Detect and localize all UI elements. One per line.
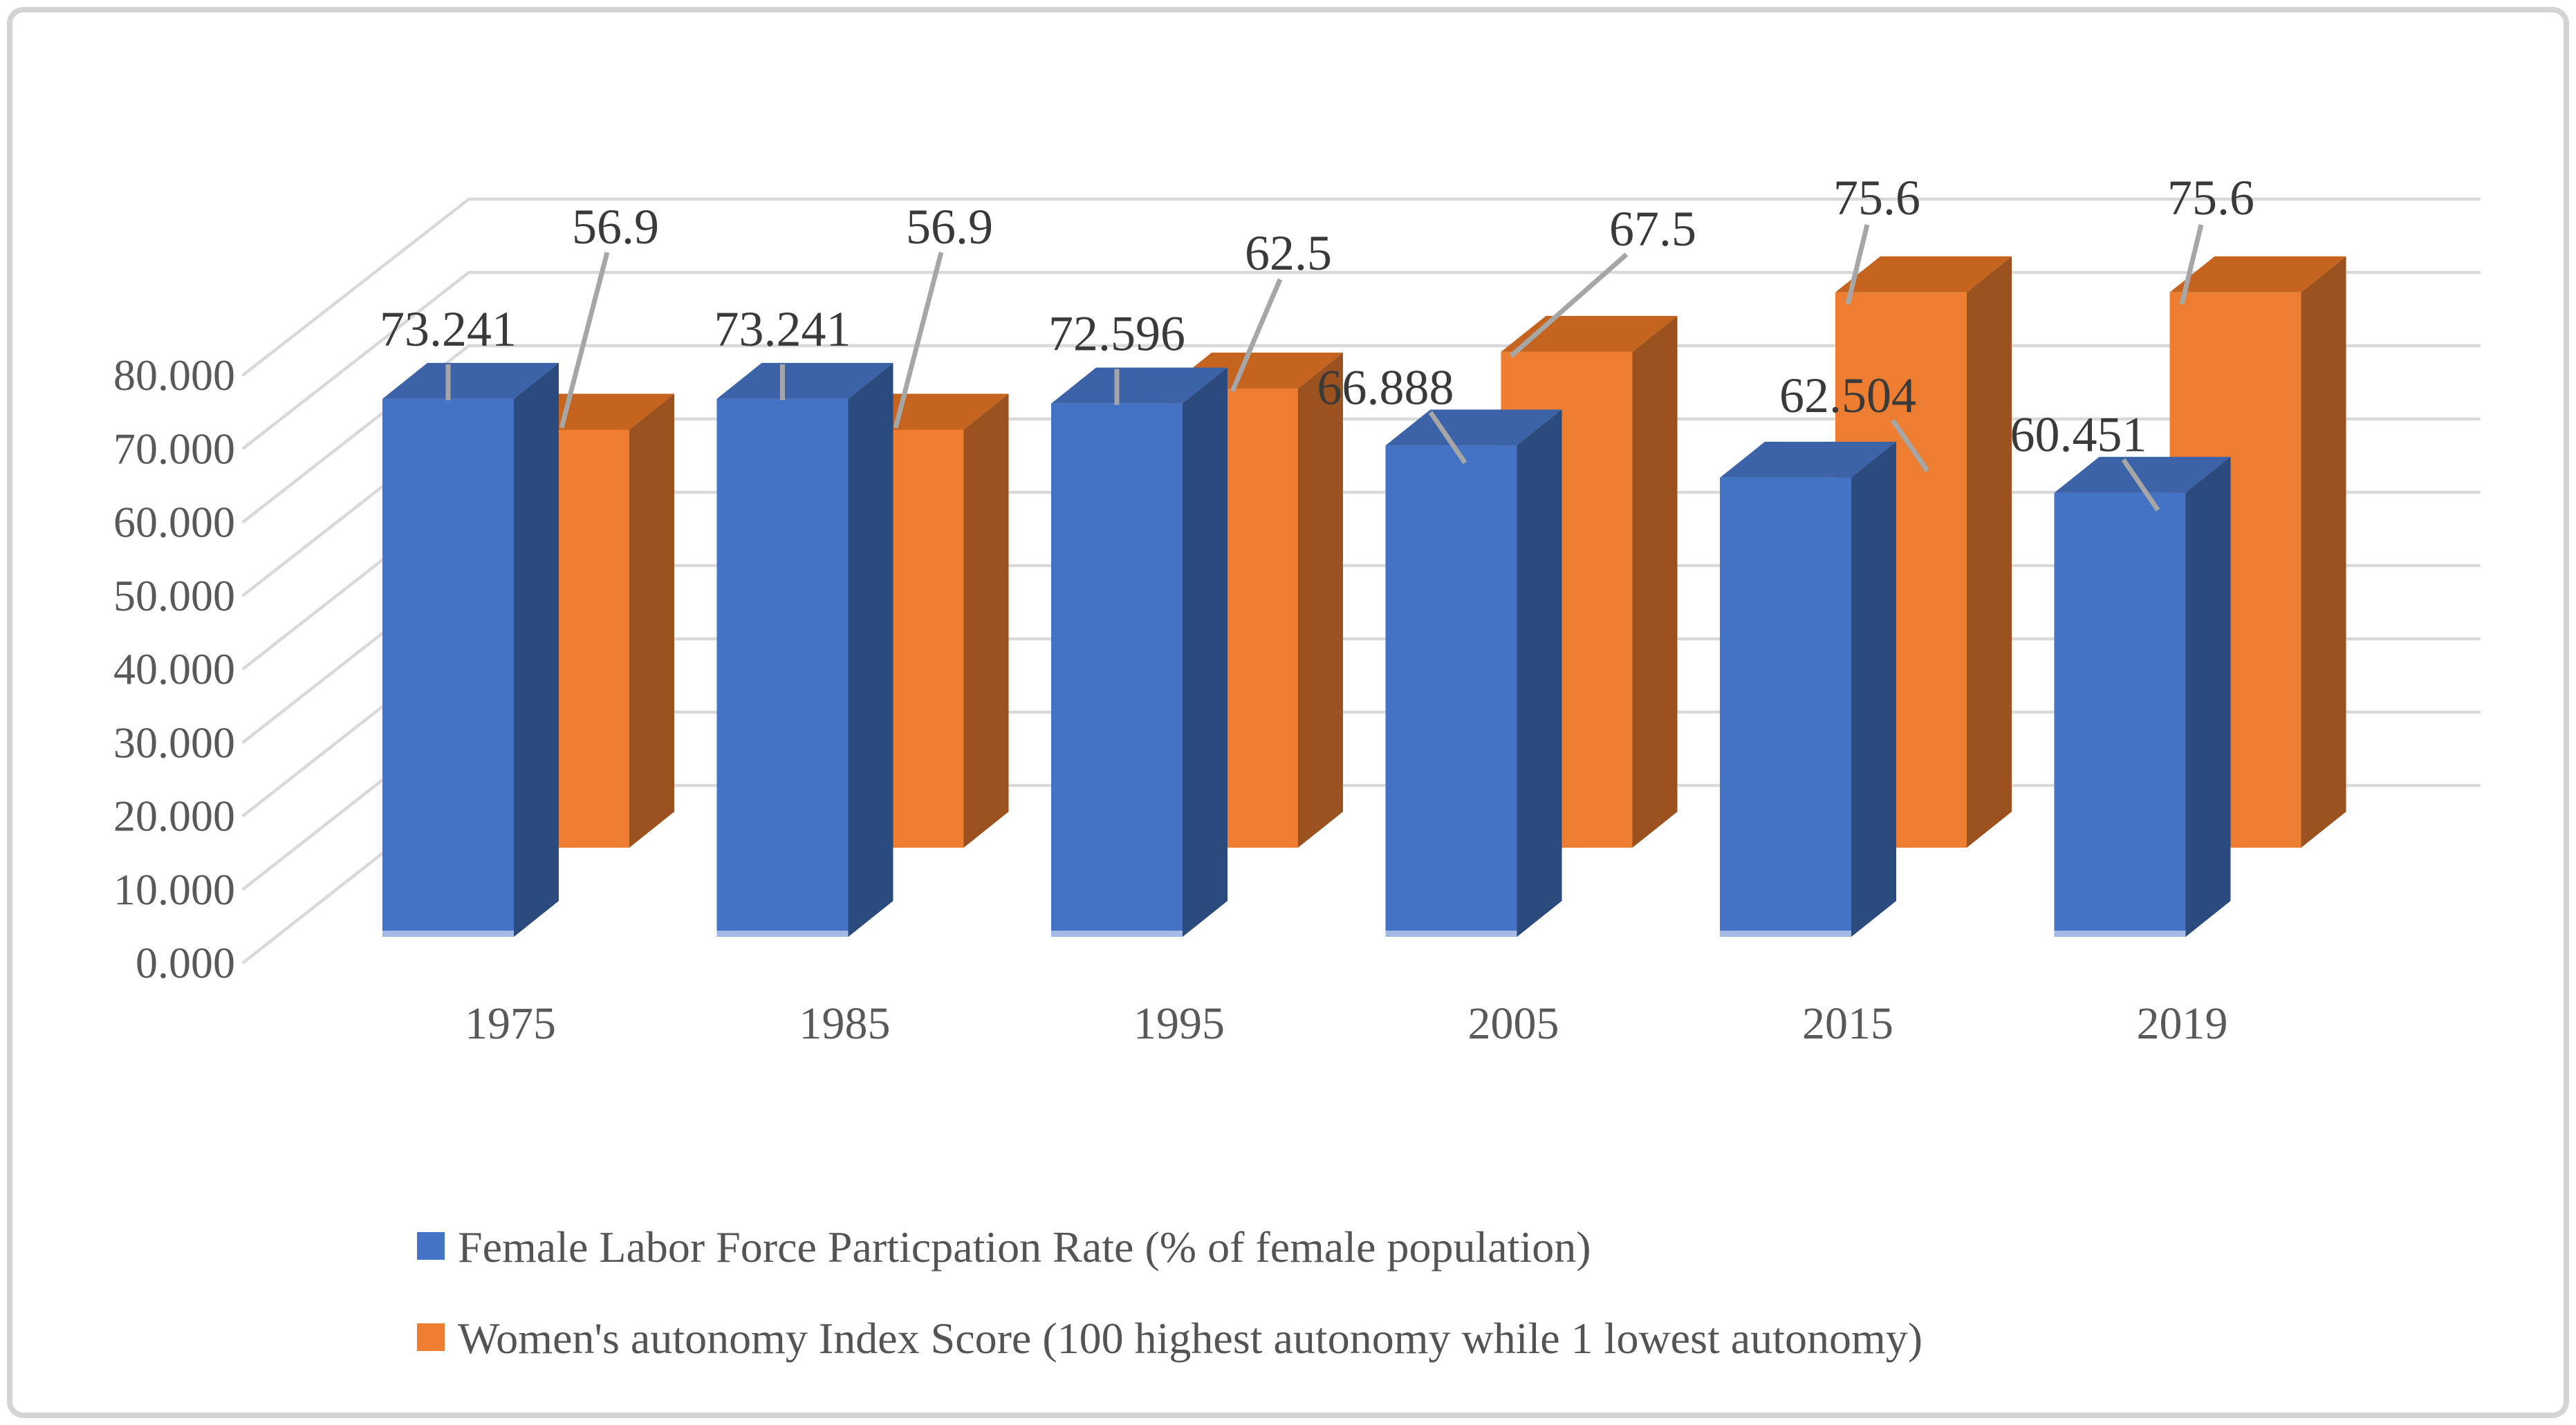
data-label-leader-orange [1845, 224, 1870, 305]
legend-swatch-series1 [417, 1232, 445, 1260]
data-label-leader-orange [1509, 252, 1629, 358]
x-axis-tick-label: 1995 [1133, 998, 1225, 1049]
data-label-blue: 73.241 [380, 301, 517, 357]
y-axis-tick-label: 70.000 [113, 424, 235, 473]
data-label-orange: 56.9 [572, 199, 659, 254]
bar-laborforce-2019-base-edge [2054, 931, 2186, 937]
y-axis-tick-label: 60.000 [113, 498, 235, 547]
data-label-blue: 62.504 [1779, 368, 1916, 423]
legend-label-series1: Female Labor Force Particpation Rate (% … [458, 1222, 1591, 1272]
data-label-leader-orange [559, 252, 610, 429]
bar-autonomy-2005-side-face [1632, 315, 1678, 848]
bar-laborforce-2005-top-face [1385, 409, 1562, 446]
bar-laborforce-2015-base-edge [1720, 931, 1851, 937]
data-label-blue: 60.451 [2010, 407, 2147, 463]
y-axis-tick-label: 40.000 [113, 644, 235, 693]
data-label-blue: 72.596 [1048, 306, 1185, 362]
legend-swatch-series2 [417, 1323, 445, 1351]
y-axis-tick-label: 10.000 [113, 865, 235, 914]
bar-laborforce-1985-front-face [716, 398, 849, 937]
bar-laborforce-2019-top-face [2054, 456, 2231, 493]
data-label-blue: 73.241 [714, 301, 851, 357]
data-label-blue: 66.888 [1317, 360, 1454, 415]
bar-laborforce-1975-base-edge [382, 931, 514, 937]
data-label-orange: 62.5 [1245, 225, 1332, 281]
y-axis-tick-label: 30.000 [113, 718, 235, 767]
data-labels-group: 73.241 56.9 73.241 56.9 72.596 62.5 66.888 67.5… [380, 170, 2254, 463]
gridline-diagonal [241, 197, 471, 377]
bar-laborforce-2015-top-face [1720, 441, 1896, 478]
bar-laborforce-1995-side-face [1183, 367, 1227, 937]
x-axis-tick-label: 2015 [1802, 998, 1893, 1049]
bar-laborforce-2015-front-face [1720, 477, 1851, 937]
data-label-orange: 75.6 [2167, 170, 2254, 225]
y-axis-group: 0.000 10.000 20.000 30.000 40.000 50.000 60.00… [113, 351, 235, 987]
bar-laborforce-2019-front-face [2054, 492, 2186, 937]
y-axis-tick-label: 0.000 [136, 938, 235, 987]
data-label-leader-orange [893, 252, 944, 429]
bar-autonomy-2015-side-face [1967, 256, 2012, 848]
bar-laborforce-1985-top-face [716, 362, 893, 399]
y-axis-tick-label: 50.000 [113, 571, 235, 620]
bar-autonomy-1985-side-face [963, 393, 1009, 848]
x-axis-tick-label: 2019 [2137, 998, 2228, 1049]
bar-laborforce-1995-top-face [1051, 367, 1227, 404]
bar-laborforce-2005-front-face [1385, 445, 1517, 937]
bar-autonomy-1975-side-face [629, 393, 674, 848]
x-axis-group: 1975 1985 1995 2005 2015 2019 [465, 998, 2228, 1049]
bar-laborforce-2005-base-edge [1385, 931, 1517, 937]
bar-laborforce-2005-side-face [1517, 409, 1562, 937]
bar-laborforce-2015-side-face [1851, 441, 1896, 937]
bar-laborforce-1985-base-edge [716, 931, 849, 937]
bar-autonomy-2015-top-face [1835, 256, 2012, 292]
data-label-orange: 75.6 [1833, 170, 1920, 225]
bar-laborforce-1985-side-face [848, 362, 893, 937]
x-axis-tick-label: 1985 [799, 998, 891, 1049]
x-axis-tick-label: 2005 [1468, 998, 1559, 1049]
bars-group [382, 256, 2346, 937]
data-label-leader-orange [1230, 278, 1283, 393]
leader-lines-group [445, 224, 2204, 512]
data-label-orange: 67.5 [1609, 201, 1696, 257]
gridline-diagonal [241, 270, 471, 450]
bar-autonomy-2019-top-face [2169, 256, 2346, 292]
data-label-orange: 56.9 [906, 199, 993, 254]
data-label-leader-blue [2121, 458, 2160, 512]
bar-autonomy-2019-side-face [2301, 256, 2346, 848]
bar-laborforce-1975-side-face [514, 362, 559, 937]
bar-autonomy-1995-side-face [1298, 352, 1343, 848]
y-axis-tick-label: 80.000 [113, 351, 235, 400]
bar-laborforce-2019-side-face [2185, 456, 2231, 937]
bar-laborforce-1995-base-edge [1051, 931, 1183, 937]
y-axis-tick-label: 20.000 [113, 792, 235, 841]
data-label-leader-blue [1891, 418, 1929, 472]
bar-laborforce-1995-front-face [1051, 403, 1183, 937]
legend-label-series2: Women's autonomy Index Score (100 highes… [458, 1314, 1922, 1363]
bar-laborforce-1975-front-face [382, 398, 514, 937]
data-label-leader-blue [1428, 411, 1467, 465]
data-label-leader-orange [2179, 224, 2204, 305]
legend-group: Female Labor Force Particpation Rate (% … [417, 1222, 1922, 1363]
x-axis-tick-label: 1975 [465, 998, 556, 1049]
bar-laborforce-1975-top-face [382, 362, 559, 399]
